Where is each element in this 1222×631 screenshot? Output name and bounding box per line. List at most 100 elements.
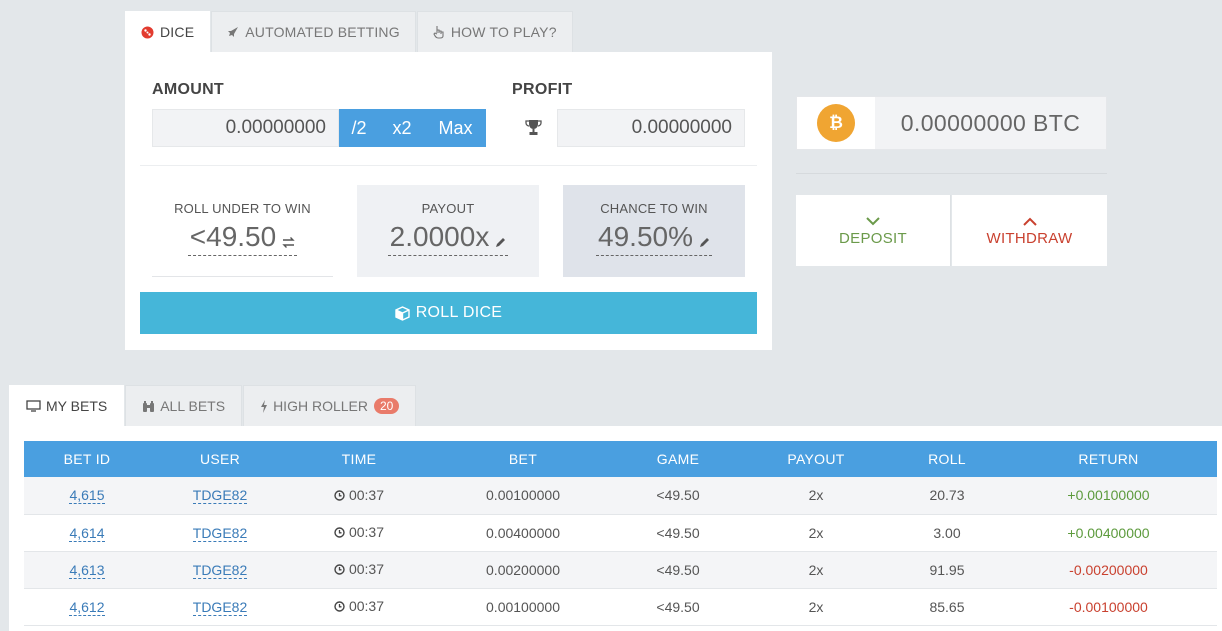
- clock-icon: [334, 525, 345, 541]
- coin-wrap: ₿: [797, 97, 875, 149]
- max-button[interactable]: Max: [425, 109, 486, 147]
- roll-under-label: ROLL UNDER TO WIN: [174, 201, 311, 216]
- cell-time: 00:37: [290, 477, 428, 515]
- clock-icon: [334, 488, 345, 504]
- tab-my-bets-label: MY BETS: [46, 398, 108, 414]
- roll-dice-button[interactable]: ROLL DICE: [140, 292, 757, 334]
- bets-tabs: MY BETS ALL BETS HIGH ROLLER 20: [9, 385, 417, 426]
- cell-roll: 20.73: [894, 477, 1000, 515]
- cell-roll: 91.95: [894, 551, 1000, 589]
- table-row: 4,614 TDGE82 00:37 0.00400000 <49.50 2x …: [24, 514, 1217, 552]
- cube-icon: [395, 305, 410, 321]
- cell-payout: 2x: [738, 551, 894, 589]
- swap-icon[interactable]: [282, 224, 295, 254]
- withdraw-button[interactable]: WITHDRAW: [952, 195, 1107, 266]
- payout-box[interactable]: PAYOUT 2.0000x: [357, 185, 539, 277]
- binoculars-icon: [142, 400, 155, 413]
- chance-value-wrap[interactable]: 49.50%: [596, 222, 712, 256]
- cell-return: +0.00100000: [1000, 477, 1217, 515]
- clock-icon: [334, 599, 345, 615]
- clock-icon: [334, 562, 345, 578]
- col-payout[interactable]: PAYOUT: [738, 441, 894, 477]
- bet-id-link[interactable]: 4,612: [69, 598, 105, 616]
- col-time[interactable]: TIME: [290, 441, 428, 477]
- cell-bet: 0.00200000: [428, 551, 618, 589]
- divider: [796, 173, 1107, 174]
- divider: [140, 165, 757, 166]
- dice-icon: [141, 26, 154, 39]
- tab-automated-betting[interactable]: AUTOMATED BETTING: [211, 11, 416, 52]
- cell-user: TDGE82: [150, 551, 290, 589]
- user-link[interactable]: TDGE82: [192, 487, 248, 505]
- bet-id-link[interactable]: 4,615: [69, 487, 105, 505]
- chevron-up-icon: [1022, 217, 1037, 226]
- roll-dice-label: ROLL DICE: [415, 304, 503, 321]
- deposit-button[interactable]: DEPOSIT: [796, 195, 951, 266]
- cell-bet-id: 4,612: [24, 588, 150, 626]
- lightning-icon: [260, 399, 268, 413]
- roll-under-box[interactable]: ROLL UNDER TO WIN <49.50: [152, 185, 333, 277]
- chance-value: 49.50%: [598, 221, 693, 252]
- hand-pointer-icon: [433, 25, 445, 39]
- col-roll[interactable]: ROLL: [894, 441, 1000, 477]
- cell-bet-id: 4,615: [24, 477, 150, 515]
- tab-high-roller[interactable]: HIGH ROLLER 20: [243, 385, 417, 426]
- payout-label: PAYOUT: [421, 201, 475, 216]
- profit-label: PROFIT: [512, 81, 573, 98]
- pencil-icon: [699, 224, 710, 254]
- tab-my-bets[interactable]: MY BETS: [9, 385, 125, 426]
- cell-game: <49.50: [618, 514, 738, 552]
- time-value: 00:37: [348, 561, 385, 577]
- dice-panel: AMOUNT 0.00000000 /2 x2 Max PROFIT 0.000…: [125, 52, 772, 350]
- time-value: 00:37: [348, 486, 385, 503]
- tab-dice[interactable]: DICE: [125, 11, 211, 52]
- user-link[interactable]: TDGE82: [192, 561, 248, 579]
- rocket-icon: [227, 26, 239, 38]
- time-value: 00:37: [348, 598, 385, 614]
- balance-box: ₿ 0.00000000 BTC: [796, 96, 1107, 150]
- cell-payout: 2x: [738, 514, 894, 552]
- profit-input[interactable]: 0.00000000: [557, 109, 745, 147]
- half-button[interactable]: /2: [339, 109, 379, 147]
- cell-game: <49.50: [618, 551, 738, 589]
- chance-box[interactable]: CHANCE TO WIN 49.50%: [563, 185, 745, 277]
- cell-payout: 2x: [738, 588, 894, 626]
- roll-under-value: <49.50: [189, 221, 277, 252]
- cell-bet-id: 4,614: [24, 514, 150, 552]
- cell-bet-id: 4,613: [24, 551, 150, 589]
- payout-value-wrap[interactable]: 2.0000x: [387, 222, 509, 256]
- game-tabs: DICE AUTOMATED BETTING HOW TO PLAY?: [125, 11, 574, 52]
- cell-game: <49.50: [618, 477, 738, 515]
- table-row: 4,613 TDGE82 00:37 0.00200000 <49.50 2x …: [24, 551, 1217, 589]
- bet-id-link[interactable]: 4,614: [69, 524, 105, 542]
- cell-user: TDGE82: [150, 588, 290, 626]
- cell-user: TDGE82: [150, 514, 290, 552]
- bet-id-link[interactable]: 4,613: [69, 561, 105, 579]
- cell-bet: 0.00100000: [428, 477, 618, 515]
- cell-time: 00:37: [290, 551, 428, 589]
- cell-return: -0.00100000: [1000, 588, 1217, 626]
- col-game[interactable]: GAME: [618, 441, 738, 477]
- double-button[interactable]: x2: [379, 109, 425, 147]
- cell-payout: 2x: [738, 477, 894, 515]
- amount-input[interactable]: 0.00000000: [152, 109, 339, 147]
- user-link[interactable]: TDGE82: [192, 524, 248, 542]
- tab-how-to-play[interactable]: HOW TO PLAY?: [416, 11, 573, 52]
- cell-bet: 0.00100000: [428, 588, 618, 626]
- table-row: 4,612 TDGE82 00:37 0.00100000 <49.50 2x …: [24, 588, 1217, 626]
- tab-all-bets-label: ALL BETS: [160, 398, 226, 414]
- cell-game: <49.50: [618, 588, 738, 626]
- high-roller-badge: 20: [373, 398, 400, 414]
- withdraw-label: WITHDRAW: [986, 230, 1073, 247]
- col-user[interactable]: USER: [150, 441, 290, 477]
- col-bet[interactable]: BET: [428, 441, 618, 477]
- col-bet-id[interactable]: BET ID: [24, 441, 150, 477]
- table-row: 4,615 TDGE82 00:37 0.00100000 <49.50 2x …: [24, 477, 1217, 515]
- user-link[interactable]: TDGE82: [192, 598, 248, 616]
- tab-all-bets[interactable]: ALL BETS: [125, 385, 243, 426]
- cell-bet: 0.00400000: [428, 514, 618, 552]
- table-header-row: BET ID USER TIME BET GAME PAYOUT ROLL RE…: [24, 441, 1217, 477]
- col-return[interactable]: RETURN: [1000, 441, 1217, 477]
- roll-under-value-wrap[interactable]: <49.50: [187, 221, 298, 256]
- cell-roll: 85.65: [894, 588, 1000, 626]
